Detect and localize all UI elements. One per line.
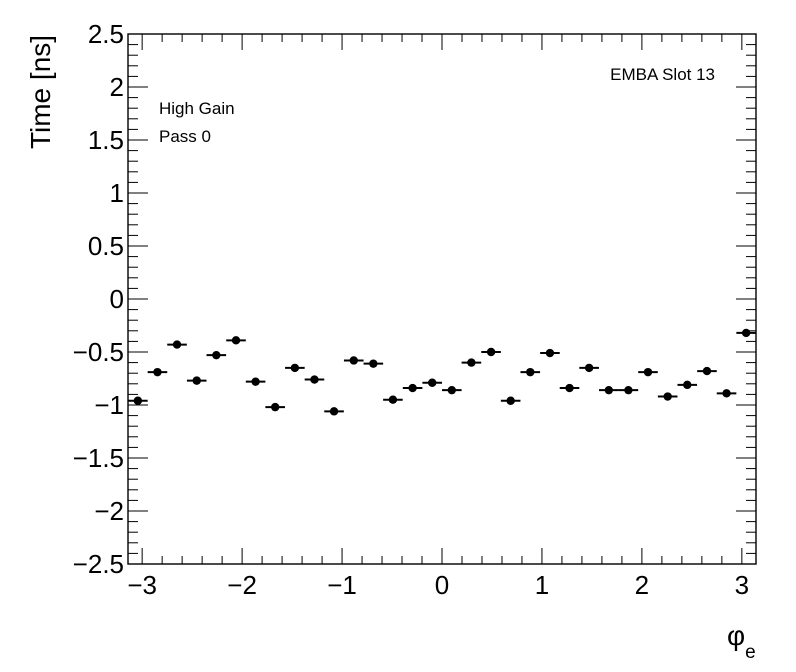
data-point [486,347,496,357]
data-point [722,389,731,398]
annotation-gain: High Gain [159,99,235,118]
x-axis-title-symbol: φ [727,620,745,651]
data-point [133,396,143,405]
data-point [251,377,260,386]
data-point [329,407,339,416]
x-tick-label: −1 [327,570,357,600]
data-point [584,363,594,373]
data-point [408,383,417,393]
data-point [349,356,358,365]
y-tick-label: −1.5 [73,443,124,473]
data-point [231,336,241,345]
x-axis-title-subscript: e [745,642,756,663]
data-points [128,328,756,416]
data-point [270,402,280,412]
annotation-slot: EMBA Slot 13 [610,65,715,84]
x-tick-label: 1 [535,570,549,600]
data-point [604,385,614,395]
data-point [506,396,515,405]
data-point [526,367,535,377]
data-point [467,358,476,367]
data-point [447,385,456,395]
data-point [683,380,692,390]
y-axis-title: Time [ns] [25,35,56,149]
data-point [545,348,555,358]
data-point [172,340,182,349]
data-point [624,385,633,395]
tick-labels: 2.5 2 1.5 1 0.5 0 −0.5 −1 −1.5 −2 −2.5−3 −2 −1 0 1 2 3 [73,19,749,600]
data-point [663,392,672,401]
data-point [290,363,300,373]
annotation-pass: Pass 0 [159,127,211,146]
y-tick-label: 1.5 [88,125,124,155]
y-tick-label: 0 [110,284,124,314]
data-point [192,376,201,385]
data-point [428,378,437,387]
data-point [702,366,712,376]
data-point [565,383,574,393]
data-point [153,367,162,377]
data-point [643,367,653,377]
data-point [388,395,398,404]
plot-frame [127,33,757,565]
data-point [310,375,319,384]
data-point [369,359,378,368]
y-tick-label: 2 [110,72,124,102]
x-axis-title: φe [727,620,756,663]
data-point [741,328,751,338]
y-tick-label: 0.5 [88,231,124,261]
data-point [212,350,221,360]
y-tick-label: −2.5 [73,549,124,579]
y-tick-label: −2 [94,496,124,526]
x-tick-label: 3 [735,570,749,600]
x-tick-label: 0 [435,570,449,600]
y-tick-label: −0.5 [73,337,124,367]
x-tick-label: 2 [635,570,649,600]
y-tick-label: −1 [94,390,124,420]
y-tick-label: 1 [110,178,124,208]
y-tick-label: 2.5 [88,19,124,49]
x-tick-label: −2 [227,570,257,600]
x-tick-label: −3 [127,570,157,600]
